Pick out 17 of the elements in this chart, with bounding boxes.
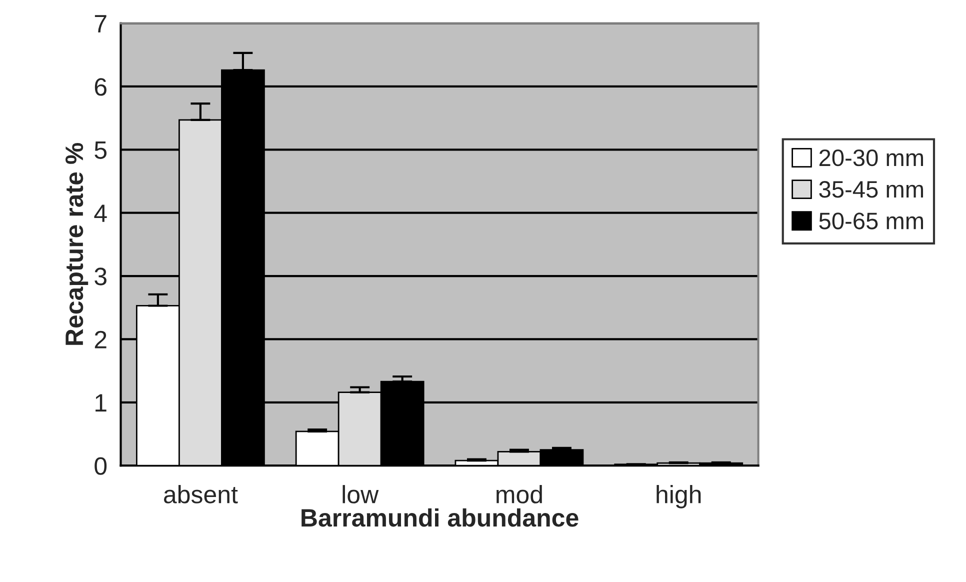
legend-label: 50-65 mm	[819, 212, 924, 230]
legend-label: 35-45 mm	[819, 181, 924, 198]
y-tick-label: 3	[94, 268, 106, 286]
y-tick-label: 7	[94, 15, 106, 32]
legend-label: 20-30 mm	[819, 149, 924, 166]
y-tick-label: 1	[96, 394, 106, 412]
x-axis-title: Barramundi abundance	[302, 508, 578, 527]
x-tick-label: absent	[164, 485, 238, 504]
x-tick-label: low	[342, 485, 379, 504]
y-tick-label: 2	[94, 330, 106, 348]
x-tick-label: mod	[496, 485, 542, 504]
y-axis-title: Recapture rate %	[66, 142, 88, 345]
y-tick-label: 0	[94, 457, 107, 475]
y-tick-label: 5	[94, 142, 107, 159]
y-tick-label: 4	[94, 204, 107, 222]
y-tick-label: 6	[94, 78, 106, 96]
x-tick-label: high	[656, 485, 701, 508]
